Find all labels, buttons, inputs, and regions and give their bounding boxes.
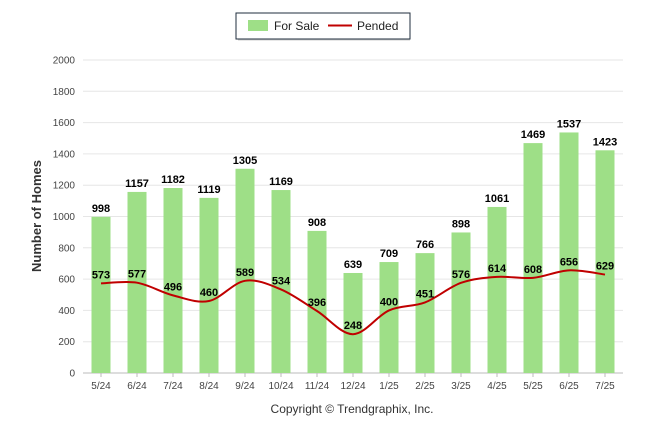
bar-value-label: 639 xyxy=(344,259,362,271)
pended-value-label: 608 xyxy=(524,264,542,276)
pended-line xyxy=(100,269,606,336)
bar-for-sale xyxy=(271,190,291,373)
y-tick-label: 0 xyxy=(69,369,75,380)
bar-for-sale xyxy=(379,262,399,373)
bar-for-sale xyxy=(559,132,579,373)
bar-value-label: 1061 xyxy=(485,193,509,205)
bar-value-label: 1469 xyxy=(521,129,545,141)
bar-for-sale xyxy=(415,253,435,373)
bar-for-sale xyxy=(595,150,615,373)
pended-value-label: 614 xyxy=(488,263,507,275)
y-tick-label: 2000 xyxy=(53,56,76,67)
bar-for-sale xyxy=(307,230,327,373)
bar-value-label: 1423 xyxy=(593,136,617,148)
y-axis-label: Number of Homes xyxy=(29,160,44,272)
x-tick-label: 9/24 xyxy=(235,381,255,392)
y-tick-label: 200 xyxy=(58,337,75,348)
bar-value-label: 1305 xyxy=(233,155,257,167)
x-tick-label: 4/25 xyxy=(487,381,507,392)
y-axis-ticks: 0 200 400 600 800 1000 1200 1400 1600 1800 2000 xyxy=(53,56,76,380)
y-tick-label: 800 xyxy=(58,243,75,254)
x-tick-label: 5/25 xyxy=(523,381,543,392)
legend-for-sale-label: For Sale xyxy=(274,19,320,33)
bar-for-sale xyxy=(343,272,363,373)
pended-value-label: 576 xyxy=(452,269,470,281)
y-tick-label: 1400 xyxy=(53,149,76,160)
x-tick-label: 3/25 xyxy=(451,381,471,392)
bar-for-sale xyxy=(199,197,219,373)
pended-value-label: 573 xyxy=(92,269,110,281)
pended-value-label: 248 xyxy=(344,320,362,332)
bar-value-label: 1182 xyxy=(161,174,185,186)
legend-pended-label: Pended xyxy=(357,19,398,33)
pended-value-label: 577 xyxy=(128,269,146,281)
bars xyxy=(91,132,615,373)
x-tick-label: 11/24 xyxy=(305,381,330,392)
bar-for-sale xyxy=(487,206,507,373)
legend: For Sale Pended xyxy=(235,12,411,41)
bar-for-sale xyxy=(523,143,543,373)
pended-value-label: 451 xyxy=(416,288,434,300)
x-axis-ticks: 5/24 6/24 7/24 8/24 9/24 10/24 11/24 12/24 1/25 2… xyxy=(91,373,615,392)
bar-value-label: 998 xyxy=(92,203,110,215)
y-tick-label: 600 xyxy=(58,275,75,286)
bar-for-sale xyxy=(163,188,183,373)
pended-value-label: 534 xyxy=(272,275,291,287)
bar-value-label: 1537 xyxy=(557,118,581,130)
x-tick-label: 2/25 xyxy=(415,381,435,392)
pended-value-labels: 573 577 496 460 589 534 396 248 400 451 576 614 608 6… xyxy=(92,256,614,332)
pended-value-label: 629 xyxy=(596,261,614,273)
bar-value-label: 908 xyxy=(308,217,326,229)
bar-for-sale xyxy=(235,168,255,373)
x-tick-label: 5/24 xyxy=(91,381,111,392)
bar-value-labels: 998 1157 1182 1119 1305 1169 908 639 709 766 898 10… xyxy=(92,118,617,271)
bar-for-sale xyxy=(451,232,471,373)
x-tick-label: 12/24 xyxy=(340,381,365,392)
bar-value-label: 898 xyxy=(452,218,470,230)
x-tick-label: 6/24 xyxy=(127,381,147,392)
bar-value-label: 1169 xyxy=(269,176,293,188)
bar-for-sale xyxy=(91,216,111,373)
x-tick-label: 10/24 xyxy=(268,381,293,392)
y-tick-label: 1000 xyxy=(53,212,76,223)
pended-value-label: 460 xyxy=(200,287,218,299)
pended-value-label: 589 xyxy=(236,267,254,279)
x-tick-label: 7/25 xyxy=(595,381,615,392)
y-tick-label: 1800 xyxy=(53,87,76,98)
pended-value-label: 496 xyxy=(164,281,182,293)
x-tick-label: 6/25 xyxy=(559,381,579,392)
x-tick-label: 8/24 xyxy=(199,381,219,392)
bar-value-label: 1119 xyxy=(197,184,220,196)
x-tick-label: 1/25 xyxy=(379,381,399,392)
y-tick-label: 1200 xyxy=(53,181,76,192)
bar-value-label: 709 xyxy=(380,248,398,260)
bar-value-label: 766 xyxy=(416,239,434,251)
copyright-text: Copyright © Trendgraphix, Inc. xyxy=(271,402,434,416)
pended-value-label: 656 xyxy=(560,256,578,268)
bar-value-label: 1157 xyxy=(125,178,149,190)
x-tick-label: 7/24 xyxy=(163,381,183,392)
legend-for-sale-swatch xyxy=(248,20,268,31)
pended-value-label: 396 xyxy=(308,297,326,309)
y-tick-label: 1600 xyxy=(53,118,76,129)
pended-value-label: 400 xyxy=(380,296,398,308)
y-tick-label: 400 xyxy=(58,306,75,317)
